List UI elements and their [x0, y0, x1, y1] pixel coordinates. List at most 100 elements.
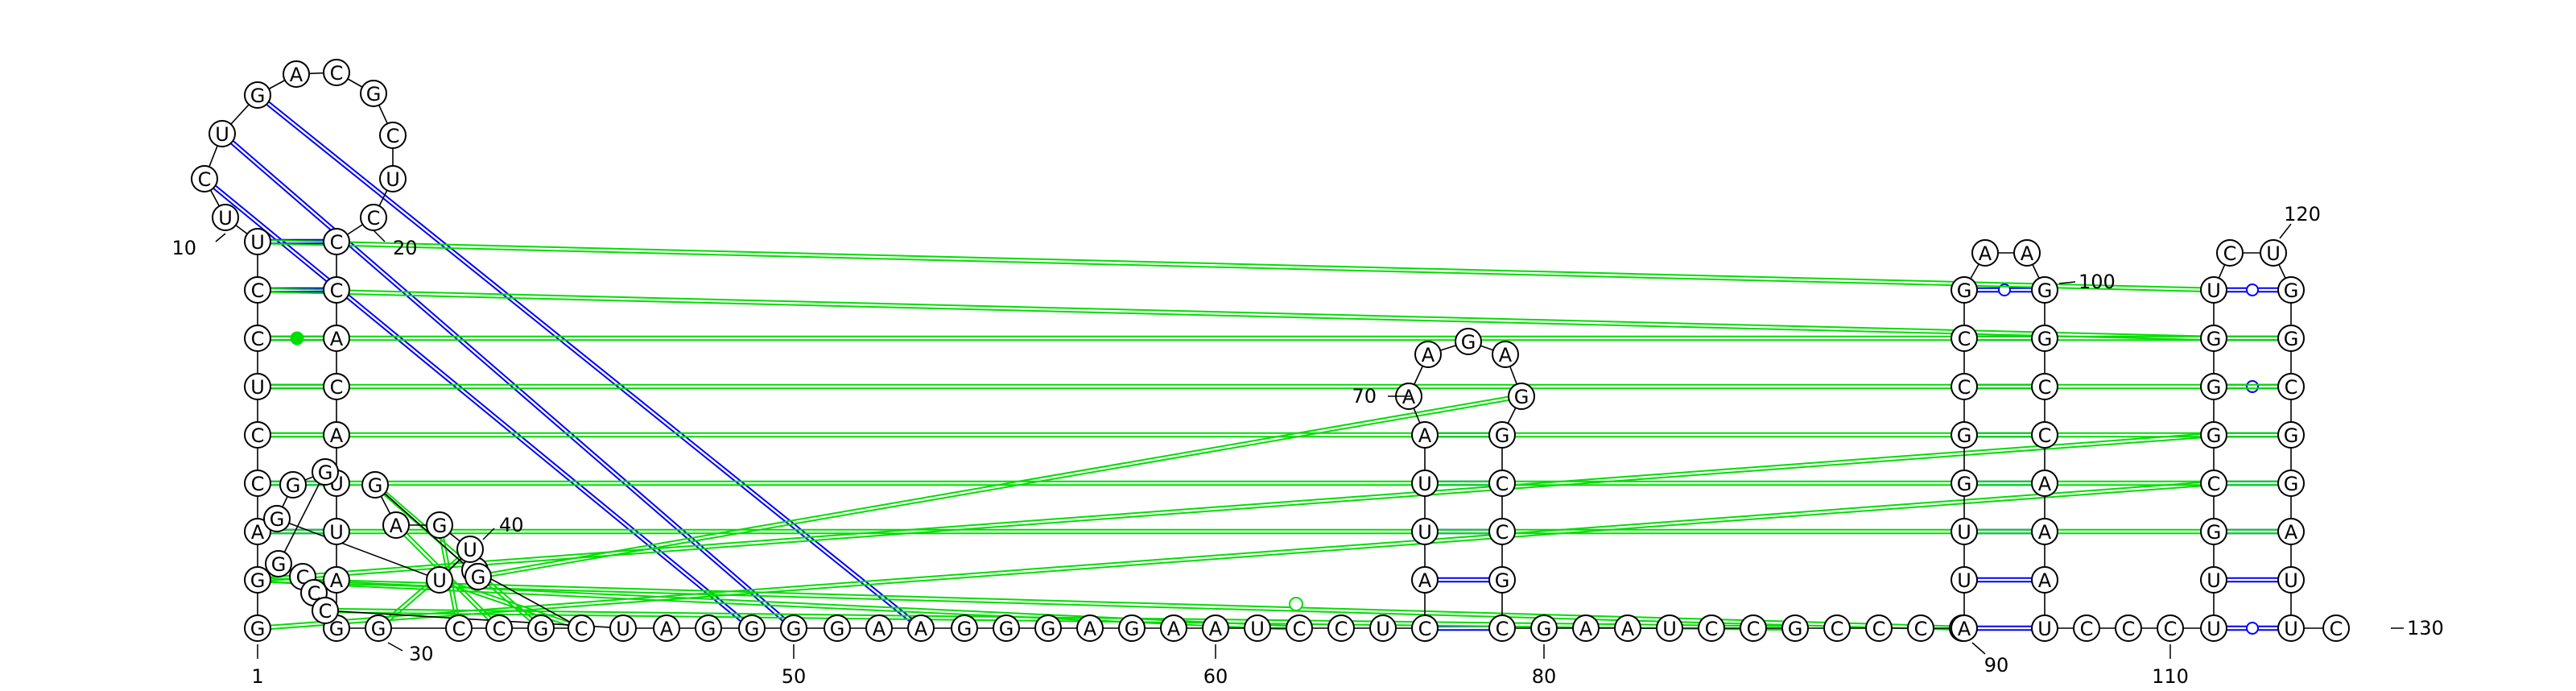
- position-number-label: 40: [499, 514, 524, 536]
- nucleotide-letter: U: [2037, 618, 2052, 640]
- nucleotide-letter: G: [2207, 376, 2222, 399]
- nucleotide: C: [485, 614, 513, 642]
- nucleotide-circle: [1411, 614, 1439, 642]
- nucleotide: U: [426, 566, 453, 594]
- nucleotide: G: [426, 511, 453, 539]
- nucleotide-circle: [426, 566, 453, 594]
- nucleotide-circle: [1971, 239, 1999, 267]
- nucleotide: G: [312, 458, 339, 486]
- nucleotide-letter: C: [330, 376, 344, 399]
- base-pair-line: [257, 480, 2215, 631]
- nucleotide-circle: [568, 614, 595, 642]
- backbone-segment: [276, 518, 440, 581]
- nucleotide-circle: [323, 59, 350, 86]
- nucleotide: C: [1865, 614, 1893, 642]
- nucleotide: C: [1740, 614, 1767, 642]
- nucleotide-letter: U: [329, 521, 344, 544]
- nucleotide-circle: [208, 120, 236, 147]
- nucleotide-letter: C: [2164, 618, 2178, 640]
- nucleotide: G: [527, 614, 555, 642]
- base-pair-line: [258, 432, 2291, 438]
- nucleotide: A: [244, 518, 271, 545]
- nucleotide-letter: U: [250, 231, 265, 254]
- nucleotide: A: [323, 325, 350, 352]
- nucleotide-letter: G: [250, 569, 266, 592]
- nucleotide-circle: [1411, 421, 1439, 449]
- nucleotide: A: [2277, 518, 2305, 545]
- nucleotide-letter: A: [2038, 521, 2052, 544]
- nucleotide-circle: [1244, 614, 1271, 642]
- nucleotide-circle: [2200, 325, 2227, 352]
- nucleotide: U: [2200, 276, 2227, 304]
- nucleotide: G: [1488, 566, 1516, 594]
- nucleotide-circle: [2277, 518, 2305, 545]
- base-pair-line: [477, 393, 1522, 580]
- nucleotide-circle: [1781, 614, 1809, 642]
- nucleotide: C: [1823, 614, 1851, 642]
- backbone-segment: [374, 484, 479, 577]
- number-tick: [482, 528, 495, 540]
- backbone-segment: [278, 471, 326, 565]
- nucleotide: G: [1951, 421, 1978, 449]
- nucleotide-circle: [1865, 614, 1893, 642]
- nucleotide-letter: C: [1705, 618, 1719, 640]
- nucleotide: U: [1369, 614, 1397, 642]
- nucleotide-circle: [2260, 239, 2287, 267]
- nucleotide: C: [360, 204, 387, 231]
- nucleotide: G: [2277, 276, 2305, 304]
- nucleotide-letter: C: [386, 125, 400, 147]
- wobble-pair-marker: [2246, 622, 2259, 635]
- position-number-label: 60: [1203, 665, 1228, 688]
- nucleotide-letter: C: [251, 279, 265, 302]
- nucleotide-letter: U: [1957, 521, 1971, 544]
- nucleotide: U: [2031, 614, 2058, 642]
- position-number-label: 80: [1532, 665, 1557, 688]
- nucleotide: C: [1327, 614, 1355, 642]
- nucleotide-circle: [445, 614, 473, 642]
- nucleotide-letter: G: [1495, 424, 1510, 447]
- nucleotide-letter: A: [2038, 473, 2052, 495]
- nucleotide-letter: G: [957, 618, 972, 640]
- nucleotide-circle: [1369, 614, 1397, 642]
- nucleotide: A: [1411, 421, 1439, 449]
- nucleotide-circle: [2200, 470, 2227, 497]
- nucleotide-circle: [464, 563, 492, 590]
- nucleotide: C: [1488, 518, 1516, 545]
- nucleotide: G: [1508, 383, 1535, 410]
- base-pair-line: [258, 383, 2291, 390]
- nucleotide-circle: [279, 471, 307, 499]
- base-pair-layer: [202, 93, 2291, 635]
- number-tick: [373, 230, 386, 242]
- nucleotide-circle: [1327, 614, 1355, 642]
- nucleotide-circle: [2031, 373, 2058, 400]
- nucleotide-letter: U: [2266, 242, 2281, 265]
- nucleotide: A: [1572, 614, 1600, 642]
- nucleotide: C: [323, 59, 350, 86]
- nucleotide-letter: A: [1402, 386, 1416, 408]
- nucleotide-letter: U: [616, 618, 630, 640]
- nucleotide: A: [323, 566, 350, 594]
- nucleotide: U: [1656, 614, 1683, 642]
- nucleotide-letter: C: [1958, 328, 1971, 350]
- nucleotide-circle: [1455, 328, 1482, 355]
- nucleotide: G: [2277, 325, 2305, 352]
- nucleotide: U: [2200, 614, 2227, 642]
- nucleotide: C: [1286, 614, 1313, 642]
- nucleotide: C: [1698, 614, 1725, 642]
- nucleotide-circle: [2031, 325, 2058, 352]
- nucleotide-letter: G: [786, 618, 802, 640]
- nucleotide: U: [2277, 566, 2305, 594]
- nucleotide-circle: [2216, 239, 2244, 267]
- nucleotide-circle: [265, 550, 292, 577]
- nucleotide: U: [244, 373, 271, 400]
- nucleotide-circle: [2277, 614, 2305, 642]
- nucleotide-circle: [2200, 566, 2227, 594]
- nucleotide-letter: C: [1831, 618, 1844, 640]
- nucleotide-circle: [263, 505, 291, 532]
- nucleotide-circle: [212, 204, 239, 231]
- nucleotide-circle: [1530, 614, 1558, 642]
- nucleotide-circle: [244, 325, 271, 352]
- nucleotide: G: [738, 614, 766, 642]
- nucleotide-letter: C: [2207, 473, 2221, 495]
- nucleotide-letter: U: [1957, 569, 1971, 592]
